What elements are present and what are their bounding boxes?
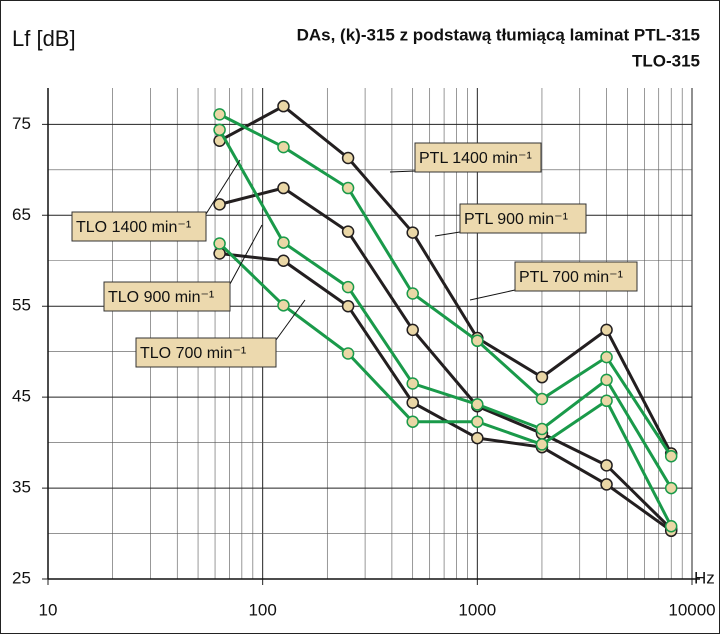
marker xyxy=(277,99,290,113)
marker xyxy=(664,520,678,533)
y-axis-label: Lf [dB] xyxy=(12,26,76,51)
marker xyxy=(341,151,355,165)
series-label: PTL 1400 min⁻¹ xyxy=(419,150,532,167)
series-label-box xyxy=(71,211,207,242)
marker xyxy=(341,299,355,313)
marker xyxy=(664,481,678,495)
marker xyxy=(664,450,678,463)
series-label-box xyxy=(103,281,231,312)
x-tick-label: 10 xyxy=(39,600,58,619)
marker xyxy=(535,422,549,436)
chart-subtitle: TLO-315 xyxy=(632,51,700,70)
marker xyxy=(471,415,484,428)
series-label-box xyxy=(135,337,277,368)
marker xyxy=(600,394,613,408)
marker xyxy=(341,280,355,294)
marker xyxy=(406,396,419,409)
x-tick-label: 10000 xyxy=(668,600,715,619)
marker xyxy=(471,398,484,411)
leader-line xyxy=(434,231,461,237)
y-tick-label: 75 xyxy=(12,114,31,133)
marker xyxy=(213,123,226,137)
marker xyxy=(213,198,226,211)
leader-line xyxy=(275,299,306,341)
marker xyxy=(277,236,290,249)
x-tick-label: 100 xyxy=(248,600,276,619)
marker xyxy=(406,226,419,239)
marker xyxy=(277,299,290,312)
leader-line xyxy=(469,289,516,301)
marker xyxy=(535,370,549,384)
leader-line xyxy=(389,170,416,173)
marker xyxy=(277,140,290,154)
series-label: TLO 900 min⁻¹ xyxy=(108,289,214,306)
marker xyxy=(213,108,226,121)
marker xyxy=(600,323,613,337)
series-label: TLO 700 min⁻¹ xyxy=(140,345,246,362)
series-label-box xyxy=(459,203,587,234)
marker xyxy=(471,334,484,348)
series-line xyxy=(219,186,673,531)
marker xyxy=(406,323,419,337)
series-line xyxy=(218,129,673,489)
series-label-box xyxy=(514,261,638,292)
marker xyxy=(600,350,613,364)
series-label: TLO 1400 min⁻¹ xyxy=(76,219,191,236)
x-tick-label: 1000 xyxy=(458,600,496,619)
y-tick-label: 55 xyxy=(12,296,31,315)
marker xyxy=(406,377,419,390)
marker xyxy=(600,478,613,491)
series-label: PTL 700 min⁻¹ xyxy=(519,269,623,286)
series-line xyxy=(218,104,673,455)
y-tick-label: 35 xyxy=(12,478,31,497)
x-axis-label: Hz xyxy=(694,568,715,587)
y-tick-label: 45 xyxy=(12,387,31,406)
marker xyxy=(471,431,484,445)
marker xyxy=(277,254,290,268)
leader-line xyxy=(229,224,263,285)
marker xyxy=(213,237,226,250)
series-label-box xyxy=(414,142,542,173)
marker xyxy=(341,225,355,238)
marker xyxy=(406,287,419,300)
y-tick-label: 25 xyxy=(12,568,31,587)
y-tick-label: 65 xyxy=(12,205,31,224)
leader-line xyxy=(205,159,241,215)
series-line xyxy=(218,113,673,458)
series-line xyxy=(218,242,673,527)
marker xyxy=(535,392,549,406)
marker xyxy=(341,347,355,360)
marker xyxy=(600,459,613,472)
chart-title: DAs, (k)-315 z podstawą tłumiącą laminat… xyxy=(297,25,700,44)
marker xyxy=(341,181,355,195)
marker xyxy=(600,373,613,387)
marker xyxy=(406,415,419,428)
marker xyxy=(535,438,549,451)
series-label: PTL 900 min⁻¹ xyxy=(464,211,568,228)
marker xyxy=(277,181,290,195)
